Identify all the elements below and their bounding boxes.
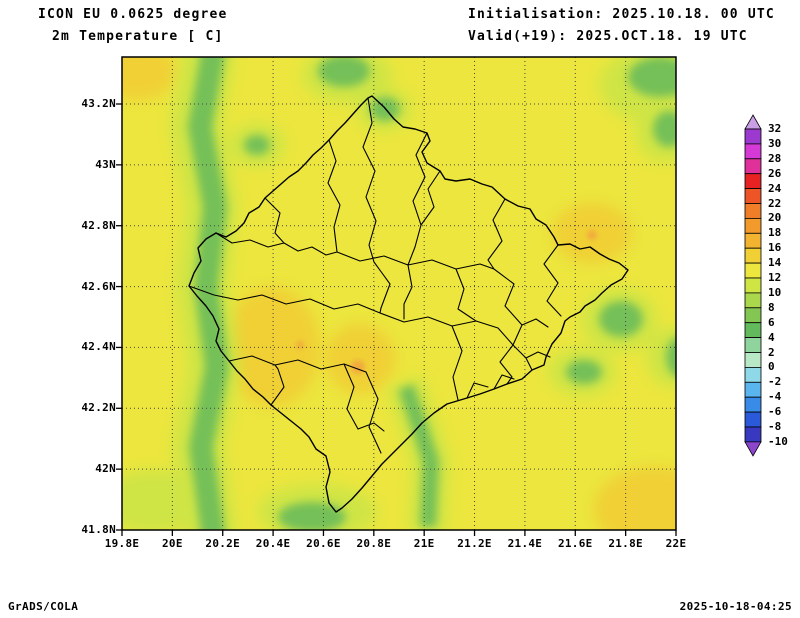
axis-ticks <box>116 103 677 536</box>
init-time-label: Initialisation: 2025.10.18. 00 UTC <box>468 7 775 22</box>
lon-tick-label: 22E <box>665 537 687 550</box>
colorbar-tick-label: -10 <box>768 434 788 448</box>
temperature-map <box>116 56 677 536</box>
colorbar-tick-label: -4 <box>768 390 782 404</box>
temp-fill-warm-patches <box>122 57 676 530</box>
lon-tick-label: 20E <box>161 537 183 550</box>
kosovo-outer-boundary <box>188 95 629 513</box>
colorbar-tick-label: 32 <box>768 122 782 135</box>
variable-title: 2m Temperature [ C] <box>52 29 224 44</box>
colorbar-tick-label: 30 <box>768 136 782 150</box>
kosovo-boundaries <box>188 95 629 513</box>
lon-tick-label: 20.4E <box>255 537 291 550</box>
lon-tick-label: 20.2E <box>205 537 241 550</box>
colorbar-tick-label: 18 <box>768 226 782 240</box>
lon-tick-label: 21.6E <box>557 537 593 550</box>
colorbar-tick-label: 24 <box>768 181 782 195</box>
colorbar-tick-label: 2 <box>768 345 775 359</box>
colorbar: 32 30 28 26 24 22 20 18 16 14 12 10 8 6 4 2 0 -2 -4 -6 -8 -10 <box>744 114 800 464</box>
model-title: ICON EU 0.0625 degree <box>38 7 228 22</box>
lon-tick-label: 20.6E <box>306 537 341 550</box>
colorbar-scale <box>744 114 762 457</box>
colorbar-tick-label: 28 <box>768 151 782 165</box>
colorbar-tick-label: -6 <box>768 405 782 419</box>
lat-tick-label: 43.2N <box>81 97 116 110</box>
lon-tick-label: 21.2E <box>457 537 492 550</box>
colorbar-tick-label: 0 <box>768 360 775 374</box>
graticule <box>122 57 676 530</box>
lat-tick-label: 43N <box>95 157 116 171</box>
colorbar-tick-label: 8 <box>768 300 775 314</box>
colorbar-tick-label: 26 <box>768 166 782 180</box>
colorbar-tick-label: -8 <box>768 420 782 433</box>
colorbar-tick-label: 22 <box>768 196 782 210</box>
colorbar-tick-label: 4 <box>768 330 775 344</box>
valid-time-label: Valid(+19): 2025.OCT.18. 19 UTC <box>468 29 748 44</box>
lat-tick-label: 41.8N <box>81 523 116 536</box>
lon-tick-label: 21.8E <box>608 537 643 550</box>
lat-tick-label: 42.2N <box>81 401 116 415</box>
colorbar-tick-label: 16 <box>768 241 782 255</box>
creation-timestamp: 2025-10-18-04:25 <box>679 600 792 613</box>
map-frame <box>121 56 677 531</box>
lat-tick-label: 42N <box>95 462 116 476</box>
lat-tick-label: 42.8N <box>81 218 116 232</box>
colorbar-tick-label: 14 <box>768 256 782 270</box>
colorbar-tick-label: -2 <box>768 375 782 389</box>
lon-tick-label: 20.8E <box>356 537 392 550</box>
colorbar-tick-label: 20 <box>768 211 782 225</box>
lon-tick-label: 21.4E <box>507 537 543 550</box>
lat-tick-label: 42.6N <box>81 279 116 293</box>
colorbar-tick-label: 10 <box>768 285 782 299</box>
lon-tick-label: 21E <box>413 537 435 550</box>
credit-label: GrADS/COLA <box>8 600 79 613</box>
lon-tick-label: 19.8E <box>104 537 140 550</box>
colorbar-tick-label: 6 <box>768 315 775 329</box>
kosovo-municipal-boundaries <box>188 97 562 454</box>
lat-tick-label: 42.4N <box>81 340 116 354</box>
colorbar-tick-label: 12 <box>768 271 782 284</box>
